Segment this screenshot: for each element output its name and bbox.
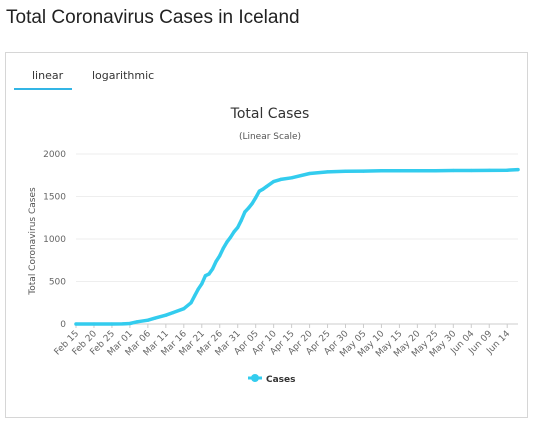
active-tab-indicator <box>14 88 72 90</box>
data-point <box>135 320 139 324</box>
y-tick-label: 2000 <box>43 150 66 160</box>
data-point <box>239 218 243 222</box>
data-point <box>228 235 233 239</box>
y-tick-label: 0 <box>60 320 66 330</box>
data-point <box>189 301 193 305</box>
data-point <box>164 313 168 317</box>
data-point <box>243 210 247 214</box>
data-point <box>146 318 150 322</box>
data-point <box>505 168 509 172</box>
data-point <box>171 311 175 315</box>
legend[interactable]: Cases <box>248 374 296 385</box>
legend-label-cases: Cases <box>266 375 296 385</box>
data-point <box>257 189 261 193</box>
y-tick-label: 500 <box>49 278 66 288</box>
line-chart: Total Cases (Linear Scale) Total Coronav… <box>28 106 520 385</box>
data-point <box>325 170 330 174</box>
data-point <box>433 169 437 173</box>
data-point <box>487 168 491 172</box>
y-tick-label: 1000 <box>43 235 66 245</box>
data-point <box>236 225 240 230</box>
data-point <box>74 322 78 326</box>
data-point <box>214 259 218 263</box>
data-point <box>153 316 157 320</box>
data-point <box>182 307 186 311</box>
data-point <box>128 321 132 326</box>
data-point <box>200 282 204 286</box>
data-point <box>193 294 197 298</box>
data-point <box>397 169 401 173</box>
data-point <box>232 230 236 234</box>
series-points <box>74 168 520 326</box>
data-point <box>290 176 294 180</box>
data-point <box>218 254 222 258</box>
data-point <box>110 322 114 326</box>
data-point <box>361 169 366 173</box>
tab-linear[interactable]: linear <box>32 69 64 82</box>
data-point <box>203 274 207 278</box>
y-axis-label: Total Coronavirus Cases <box>28 187 38 296</box>
data-point <box>264 185 269 189</box>
chart-title: Total Cases <box>230 106 310 122</box>
data-point <box>92 322 96 326</box>
data-point <box>221 246 225 250</box>
data-point <box>250 202 254 206</box>
chart-panel: linear logarithmic Total Cases (Linear S… <box>5 52 528 418</box>
data-point <box>343 169 348 173</box>
data-point <box>246 206 251 210</box>
data-point <box>196 287 200 291</box>
data-point <box>272 180 276 184</box>
data-point <box>516 168 520 172</box>
data-point <box>379 169 383 173</box>
tab-logarithmic[interactable]: logarithmic <box>92 69 155 82</box>
data-point <box>469 168 473 173</box>
y-tick-label: 1500 <box>43 193 66 203</box>
data-point <box>121 322 125 326</box>
page-title: Total Coronavirus Cases in Iceland <box>6 7 300 28</box>
data-point <box>451 168 455 173</box>
data-point <box>254 196 258 200</box>
data-point <box>261 187 265 191</box>
y-axis-ticks: 0 500 1000 1500 2000 <box>43 150 66 330</box>
data-point <box>211 267 215 271</box>
legend-marker <box>251 374 259 382</box>
data-point <box>207 272 211 276</box>
data-point <box>415 169 419 173</box>
data-point <box>308 171 312 176</box>
chart-subtitle: (Linear Scale) <box>239 132 301 142</box>
grid <box>76 153 518 325</box>
data-point <box>279 177 283 181</box>
series-line-cases <box>74 167 520 326</box>
data-point <box>225 240 229 244</box>
